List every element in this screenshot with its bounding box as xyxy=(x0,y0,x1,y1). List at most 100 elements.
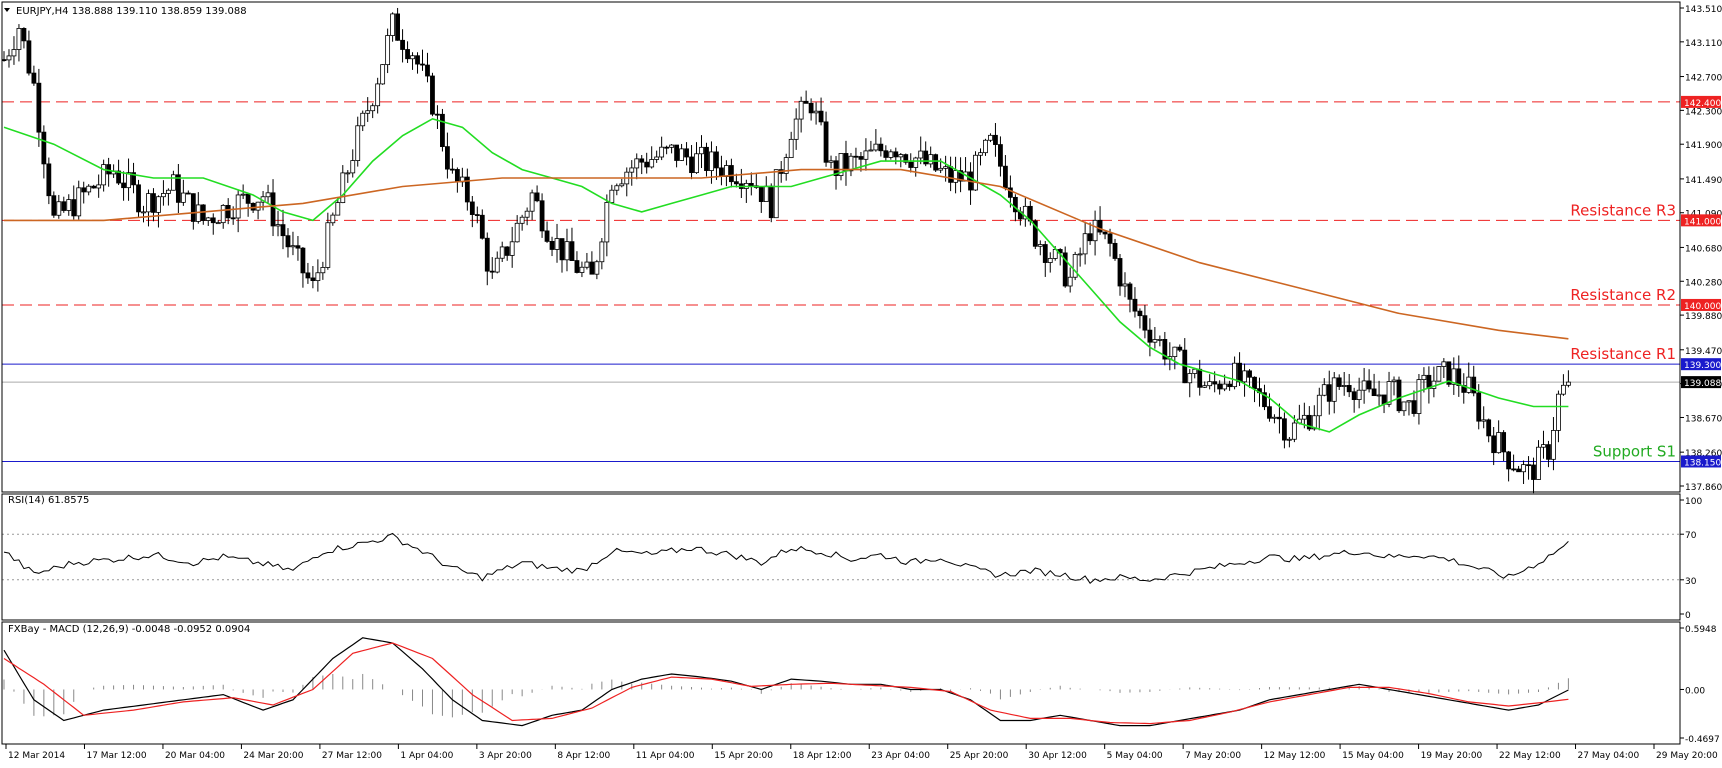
candle-body xyxy=(161,193,166,198)
candle-body xyxy=(395,13,400,41)
candle-body xyxy=(295,245,301,249)
candle-body xyxy=(958,170,963,182)
candle-body xyxy=(166,189,171,194)
candle-body xyxy=(360,112,366,127)
candle-body xyxy=(594,261,600,275)
candle-body xyxy=(604,202,610,243)
macd-panel-title: FXBay - MACD (12,26,9) -0.0048 -0.0952 0… xyxy=(8,624,250,635)
candle-body xyxy=(1356,389,1362,400)
candle-body xyxy=(823,121,829,163)
macd-tick-label: -0.4697 xyxy=(1685,735,1720,745)
candle-body xyxy=(141,211,146,214)
candle-body xyxy=(325,222,331,268)
price-panel: 143.510 143.110 142.700 142.300 141.900 141.4… xyxy=(1,5,1722,494)
candle-body xyxy=(783,157,789,174)
candle-body xyxy=(106,164,112,175)
level-price-box-label: 138.150 xyxy=(1684,458,1721,468)
candle-body xyxy=(81,187,87,193)
candle-body xyxy=(938,167,944,171)
candle-body xyxy=(1416,379,1422,414)
candle-body xyxy=(1272,416,1277,419)
candle-body xyxy=(1072,254,1078,278)
candle-body xyxy=(1376,394,1382,397)
time-axis: 12 Mar 2014 17 Mar 12:00 20 Mar 04:00 24 Ma… xyxy=(5,744,1718,761)
price-tick-label: 141.900 xyxy=(1685,141,1722,151)
candle-body xyxy=(300,247,306,274)
candle-body xyxy=(848,155,854,172)
candle-body xyxy=(973,154,978,191)
candle-body xyxy=(1426,374,1432,389)
candle-body xyxy=(1162,338,1168,360)
candle-body xyxy=(445,146,450,170)
candle-body xyxy=(1491,435,1497,454)
candle-body xyxy=(225,204,231,219)
candle-body xyxy=(988,134,993,141)
candle-body xyxy=(748,182,754,187)
candle-body xyxy=(1451,368,1457,385)
candle-body xyxy=(953,170,958,183)
candle-body xyxy=(733,181,739,185)
candle-body xyxy=(1077,253,1083,256)
candle-body xyxy=(365,110,371,114)
candle-body xyxy=(375,83,381,107)
candle-body xyxy=(719,167,724,177)
candle-body xyxy=(1262,392,1267,408)
candle-body xyxy=(1565,381,1571,386)
candle-body xyxy=(584,261,590,268)
candle-body xyxy=(529,192,535,212)
candle-body xyxy=(1391,379,1397,382)
candle-body xyxy=(280,224,286,237)
candle-body xyxy=(948,166,954,183)
level-price-box-label: 142.400 xyxy=(1684,99,1721,109)
candle-body xyxy=(1526,464,1531,467)
level-label: Resistance R3 xyxy=(1570,201,1676,219)
candle-body xyxy=(1007,187,1013,198)
candle-body xyxy=(1227,383,1233,388)
candle-body xyxy=(1531,464,1536,480)
candle-body xyxy=(549,240,555,250)
candle-body xyxy=(121,182,126,189)
candle-body xyxy=(883,150,889,158)
candle-body xyxy=(679,148,684,161)
level-label: Support S1 xyxy=(1593,442,1676,460)
candle-body xyxy=(1062,252,1068,287)
candle-body xyxy=(1406,400,1412,403)
candle-body xyxy=(1366,380,1372,390)
candle-body xyxy=(1047,258,1053,263)
macd-tick-label: 0.5948 xyxy=(1685,625,1717,635)
candle-body xyxy=(903,154,909,163)
candle-body xyxy=(46,163,52,197)
candle-body xyxy=(828,160,834,163)
candle-body xyxy=(833,160,839,176)
candle-body xyxy=(888,151,894,158)
candle-body xyxy=(853,155,859,158)
candle-body xyxy=(1107,233,1113,244)
candle-body xyxy=(808,102,814,114)
candle-body xyxy=(569,241,575,261)
rsi-tick-label: 30 xyxy=(1685,577,1697,587)
candle-body xyxy=(993,134,998,145)
candle-body xyxy=(863,150,869,160)
candle-body xyxy=(709,151,714,171)
candle-body xyxy=(6,55,12,61)
candle-body xyxy=(514,222,520,243)
candle-body xyxy=(36,82,42,133)
candle-body xyxy=(923,150,929,165)
candle-body xyxy=(1127,283,1133,300)
candle-body xyxy=(320,267,326,274)
candle-body xyxy=(116,170,121,184)
time-tick-label: 17 Mar 12:00 xyxy=(86,751,146,761)
candle-body xyxy=(699,146,704,155)
candle-body xyxy=(210,217,216,224)
candle-body xyxy=(185,192,191,195)
candle-body xyxy=(928,154,934,165)
candle-body xyxy=(1087,233,1093,242)
symbol-menu-icon[interactable] xyxy=(4,8,10,12)
candle-body xyxy=(534,192,540,202)
candle-body xyxy=(1501,432,1507,453)
price-tick-label: 143.110 xyxy=(1685,39,1722,49)
time-tick-label: 18 Apr 12:00 xyxy=(793,751,852,761)
candle-body xyxy=(1346,385,1352,393)
candle-body xyxy=(430,75,435,115)
